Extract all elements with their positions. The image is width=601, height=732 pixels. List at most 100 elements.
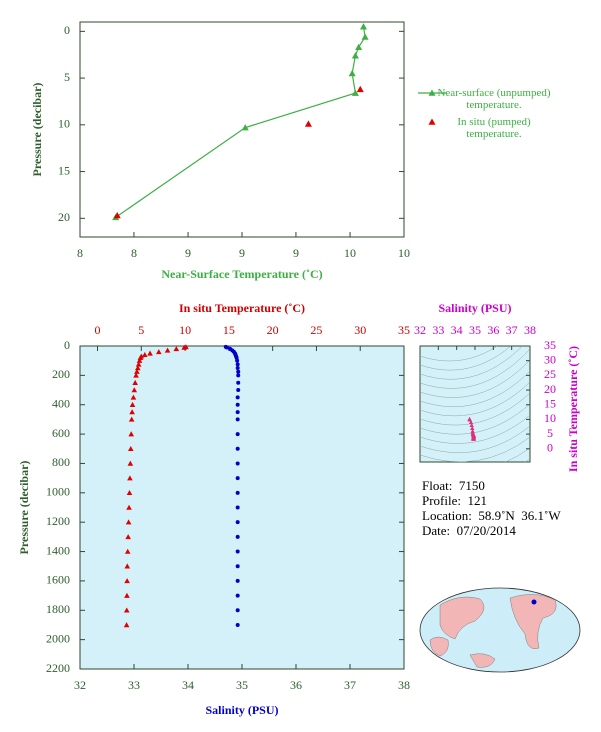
isopycnal xyxy=(420,425,530,453)
data-point xyxy=(181,344,188,350)
data-point xyxy=(127,445,134,452)
y-tick-label: 800 xyxy=(52,455,70,469)
y-tick-label: 1000 xyxy=(46,485,70,499)
y-tick-label: 15 xyxy=(544,396,556,410)
data-point xyxy=(127,475,133,481)
data-point xyxy=(137,354,144,360)
y-tick-label: 0 xyxy=(64,338,70,352)
data-point xyxy=(136,357,143,363)
y-tick-label: 30 xyxy=(544,352,556,366)
data-point xyxy=(235,366,240,371)
x2-tick-label: 25 xyxy=(310,323,322,337)
y-tick-label: 15 xyxy=(58,163,70,177)
isopycnal xyxy=(420,370,530,407)
x-tick-label: 36 xyxy=(487,323,499,337)
x-tick-label: 37 xyxy=(506,323,518,337)
data-point xyxy=(241,124,249,131)
data-point xyxy=(113,212,121,219)
data-point xyxy=(235,358,240,363)
map-land xyxy=(469,653,496,668)
x-axis-label: Salinity (PSU) xyxy=(205,703,278,717)
data-point xyxy=(126,504,132,510)
isopycnal xyxy=(420,346,512,371)
x-tick-label: 33 xyxy=(432,323,444,337)
data-point xyxy=(235,362,240,367)
data-point xyxy=(235,402,240,407)
y-tick-label: 5 xyxy=(547,426,553,440)
y-tick-label: 1400 xyxy=(46,543,70,557)
x-axis-label: Near-Surface Temperature (˚C) xyxy=(161,267,322,281)
isopycnal xyxy=(420,348,530,389)
series-line xyxy=(115,26,366,218)
data-point xyxy=(235,446,240,451)
y-axis-label: Pressure (decibar) xyxy=(30,83,44,177)
y-tick-label: 2200 xyxy=(46,661,70,675)
x-tick-label: 38 xyxy=(398,678,410,692)
data-point xyxy=(164,347,171,353)
x-tick-label: 10 xyxy=(344,246,356,260)
data-point xyxy=(127,460,134,466)
x2-tick-label: 35 xyxy=(398,323,410,337)
y-tick-label: 400 xyxy=(52,396,70,410)
isopycnal xyxy=(420,414,530,444)
y-tick-label: 200 xyxy=(52,367,70,381)
x-tick-label: 9 xyxy=(293,246,299,260)
data-point xyxy=(235,564,240,569)
data-point xyxy=(123,622,130,628)
data-point xyxy=(135,361,142,367)
data-point xyxy=(147,350,153,356)
ts-point xyxy=(470,428,475,433)
y-tick-label: 0 xyxy=(64,23,70,37)
x2-axis-label: In situ Temperature (˚C) xyxy=(179,301,305,315)
data-point xyxy=(235,395,240,400)
x-tick-label: 8 xyxy=(77,246,83,260)
x-tick-label: 34 xyxy=(182,678,194,692)
data-point xyxy=(235,593,240,598)
data-point xyxy=(235,520,240,525)
data-point xyxy=(128,431,135,437)
x-tick-label: 8 xyxy=(131,246,137,260)
data-point xyxy=(235,534,240,539)
data-point xyxy=(360,23,367,30)
data-point xyxy=(133,372,139,378)
world-map xyxy=(419,587,581,673)
info-line: Profile: 121 xyxy=(422,493,487,508)
y-tick-label: 1800 xyxy=(46,602,70,616)
y-tick-label: 20 xyxy=(544,382,556,396)
x-tick-label: 35 xyxy=(469,323,481,337)
y-axis-label: Pressure (decibar) xyxy=(17,461,31,555)
y-tick-label: 1600 xyxy=(46,573,70,587)
data-point xyxy=(142,352,148,358)
isopycnal xyxy=(504,447,530,462)
y-tick-label: 10 xyxy=(58,117,70,131)
x-tick-label: 9 xyxy=(239,246,245,260)
x-tick-label: 35 xyxy=(236,678,248,692)
ts-point xyxy=(469,423,474,428)
y-tick-label: 1200 xyxy=(46,514,70,528)
data-point xyxy=(351,52,359,59)
data-point xyxy=(235,410,240,415)
data-point xyxy=(125,534,131,540)
data-point xyxy=(236,380,241,385)
data-point xyxy=(236,369,241,374)
data-point xyxy=(361,33,369,40)
data-point xyxy=(304,120,312,127)
isopycnal xyxy=(420,436,530,462)
data-point xyxy=(134,365,141,371)
info-line: Date: 07/20/2014 xyxy=(422,523,516,538)
isopycnal xyxy=(420,403,530,435)
y-tick-label: 25 xyxy=(544,367,556,381)
x2-tick-label: 0 xyxy=(95,323,101,337)
legend-marker xyxy=(428,89,436,96)
legend-label: Near-surface (unpumped) temperature. xyxy=(437,87,551,111)
info-line: Location: 58.9˚N 36.1˚W xyxy=(422,508,561,523)
data-point xyxy=(132,379,138,385)
x-tick-label: 37 xyxy=(344,678,356,692)
data-point xyxy=(356,85,364,93)
data-point xyxy=(235,417,240,422)
data-point xyxy=(134,368,140,374)
plot-frame xyxy=(79,345,405,670)
data-point xyxy=(123,607,130,613)
